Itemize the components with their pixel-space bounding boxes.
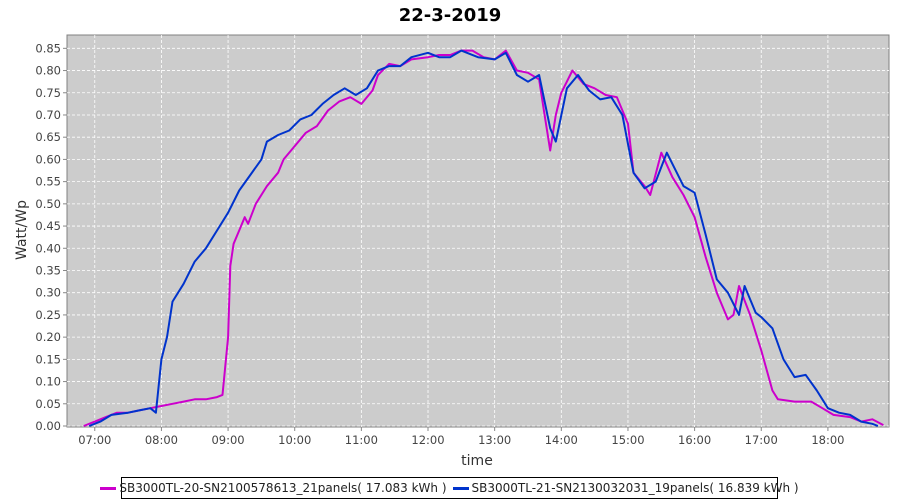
y-axis-label: Watt/Wp: [14, 200, 30, 260]
y-tick-label: 0.40: [35, 241, 61, 255]
x-tick-label: 16:00: [678, 433, 711, 447]
y-axis: 0.00 0.05 0.10 0.15 0.20 0.25 0.30 0.35 0.40 0.45…: [35, 41, 67, 433]
x-tick-label: 14:00: [545, 433, 578, 447]
y-tick-label: 0.80: [35, 64, 61, 78]
x-tick-label: 07:00: [78, 433, 111, 447]
y-tick-label: 0.70: [35, 108, 61, 122]
y-tick-label: 0.35: [35, 263, 61, 277]
legend-item-series-2: SB3000TL-21-SN2130032031_19panels( 16.83…: [452, 481, 799, 495]
x-tick-label: 10:00: [278, 433, 311, 447]
chart: 22-3-2019 0.000.050.100.150.200.250.300.…: [14, 5, 890, 469]
y-tick-label: 0.00: [35, 419, 61, 433]
legend-label: SB3000TL-20-SN2100578613_21panels( 17.08…: [119, 481, 447, 495]
y-tick-label: 0.65: [35, 130, 61, 144]
legend-label: SB3000TL-21-SN2130032031_19panels( 16.83…: [471, 481, 799, 495]
legend-item-series-1: SB3000TL-20-SN2100578613_21panels( 17.08…: [100, 481, 447, 495]
x-tick-label: 13:00: [478, 433, 511, 447]
x-axis: 07:00 08:00 09:00 10:00 11:00 12:00 13:00 14:00…: [78, 427, 844, 447]
series-line-1: [83, 49, 884, 427]
y-tick-label: 0.75: [35, 86, 61, 100]
x-tick-label: 09:00: [211, 433, 244, 447]
y-tick-label: 0.30: [35, 286, 61, 300]
legend: SB3000TL-20-SN2100578613_21panels( 17.08…: [100, 477, 799, 499]
x-tick-label: 12:00: [411, 433, 444, 447]
legend-swatch: [452, 486, 469, 490]
x-tick-label: 18:00: [811, 433, 844, 447]
y-tick-label: 0.15: [35, 352, 61, 366]
x-tick-label: 17:00: [745, 433, 778, 447]
y-tick-label: 0.50: [35, 197, 61, 211]
grid: [67, 35, 889, 427]
x-tick-label: 08:00: [145, 433, 178, 447]
y-tick-label: 0.25: [35, 308, 61, 322]
y-tick-label: 0.55: [35, 175, 61, 189]
y-tick-label: 0.20: [35, 330, 61, 344]
series-lines: [83, 49, 884, 427]
y-tick-label: 0.85: [35, 41, 61, 55]
series-line-2: [88, 49, 879, 427]
y-tick-label: 0.05: [35, 397, 61, 411]
y-tick-label: 0.45: [35, 219, 61, 233]
x-tick-label: 11:00: [345, 433, 378, 447]
legend-swatch: [100, 486, 117, 490]
x-axis-label: time: [461, 453, 493, 469]
x-tick-label: 15:00: [611, 433, 644, 447]
y-tick-label: 0.10: [35, 375, 61, 389]
y-tick-label: 0.60: [35, 152, 61, 166]
plot-area: [66, 34, 890, 428]
chart-title: 22-3-2019: [399, 5, 502, 26]
